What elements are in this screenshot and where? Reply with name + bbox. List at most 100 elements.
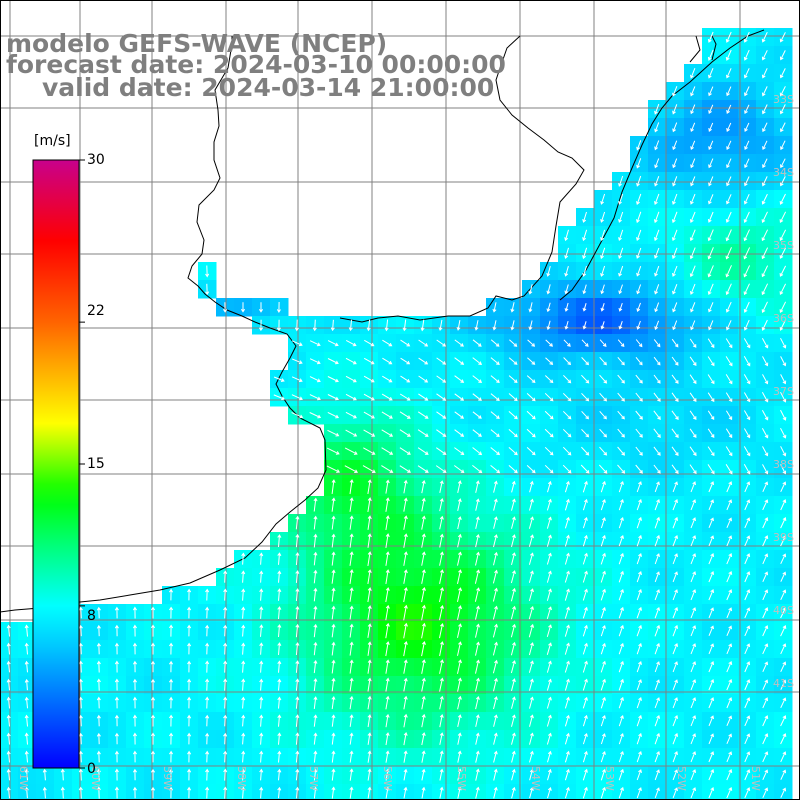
wind-arrow bbox=[439, 551, 444, 566]
wind-arrow bbox=[295, 696, 300, 709]
wind-arrow bbox=[367, 659, 372, 674]
wind-arrow bbox=[546, 696, 552, 709]
wind-arrow bbox=[761, 319, 768, 331]
wind-arrow bbox=[511, 768, 516, 781]
wind-arrow bbox=[439, 768, 444, 781]
wind-arrow bbox=[114, 606, 119, 619]
wind-arrow bbox=[618, 321, 623, 330]
wind-arrow bbox=[291, 412, 304, 419]
wind-arrow bbox=[653, 392, 661, 402]
lon-label: 56W bbox=[381, 766, 394, 791]
wind-arrow bbox=[582, 211, 587, 223]
wind-arrow bbox=[636, 302, 641, 312]
wind-arrow bbox=[636, 481, 642, 493]
wind-arrow bbox=[564, 516, 570, 529]
wind-arrow bbox=[114, 660, 119, 673]
wind-arrow bbox=[475, 605, 480, 620]
wind-arrow bbox=[475, 732, 480, 745]
wind-arrow bbox=[114, 750, 119, 763]
wind-arrow bbox=[439, 786, 444, 799]
wind-arrow bbox=[382, 375, 393, 383]
wind-arrow bbox=[564, 624, 570, 637]
wind-arrow bbox=[421, 695, 426, 710]
wind-arrow bbox=[600, 321, 605, 330]
wind-arrow bbox=[762, 122, 768, 133]
wind-arrow bbox=[403, 569, 408, 584]
wind-arrow bbox=[150, 624, 156, 637]
wind-arrow bbox=[707, 392, 715, 403]
wind-arrow bbox=[528, 623, 535, 638]
colorbar-tick-22: 22 bbox=[87, 303, 105, 319]
wind-arrow bbox=[241, 768, 246, 781]
wind-arrow bbox=[617, 410, 625, 420]
wind-arrow bbox=[762, 769, 769, 781]
wind-arrow bbox=[150, 678, 156, 691]
wind-arrow bbox=[528, 606, 534, 620]
wind-arrow bbox=[600, 786, 606, 799]
wind-arrow bbox=[672, 679, 678, 691]
wind-arrow bbox=[457, 786, 462, 799]
wind-arrow bbox=[132, 606, 138, 619]
wind-arrow bbox=[493, 480, 498, 493]
wind-arrow bbox=[150, 642, 156, 655]
wind-arrow bbox=[78, 624, 83, 637]
wind-arrow bbox=[168, 642, 174, 655]
wind-arrow bbox=[582, 303, 587, 312]
wind-arrow bbox=[114, 732, 119, 745]
wind-arrow bbox=[529, 732, 534, 745]
wind-arrow bbox=[546, 588, 552, 601]
wind-arrow bbox=[345, 339, 357, 347]
wind-arrow bbox=[726, 571, 733, 583]
wind-arrow bbox=[708, 194, 714, 205]
wind-arrow bbox=[168, 606, 174, 619]
wind-arrow bbox=[726, 481, 733, 493]
wind-arrow bbox=[708, 176, 714, 187]
wind-arrow bbox=[780, 517, 787, 529]
wind-arrow bbox=[436, 447, 447, 455]
wind-arrow bbox=[331, 569, 336, 584]
wind-arrow bbox=[309, 376, 321, 383]
wind-arrow bbox=[381, 465, 394, 473]
wind-arrow bbox=[457, 750, 462, 763]
wind-arrow bbox=[385, 515, 390, 530]
wind-arrow bbox=[780, 499, 787, 511]
wind-arrow bbox=[779, 176, 786, 187]
wind-arrow bbox=[671, 428, 679, 438]
wind-arrow bbox=[457, 659, 462, 674]
wind-arrow bbox=[779, 301, 787, 314]
wind-arrow bbox=[761, 338, 769, 349]
wind-arrow bbox=[654, 679, 660, 691]
wind-arrow bbox=[547, 750, 552, 763]
wind-arrow bbox=[690, 679, 697, 691]
wind-arrow bbox=[421, 768, 426, 781]
wind-arrow bbox=[490, 411, 500, 419]
wind-arrow bbox=[672, 697, 678, 709]
wind-arrow bbox=[726, 158, 732, 169]
lon-label: 54W bbox=[529, 766, 542, 791]
wind-arrow bbox=[259, 552, 264, 565]
wind-arrow bbox=[223, 624, 228, 637]
wind-arrow bbox=[367, 732, 372, 745]
wind-arrow bbox=[241, 732, 246, 745]
wind-arrow bbox=[439, 569, 444, 584]
wind-arrow bbox=[457, 677, 462, 692]
wind-arrow bbox=[618, 229, 624, 241]
wind-arrow bbox=[417, 447, 429, 455]
wind-arrow bbox=[6, 750, 11, 763]
wind-arrow bbox=[743, 31, 750, 43]
wind-arrow bbox=[331, 605, 336, 620]
wind-arrow bbox=[654, 481, 660, 493]
wind-arrow bbox=[707, 31, 714, 43]
wind-arrow bbox=[636, 516, 642, 529]
wind-arrow bbox=[349, 750, 354, 763]
wind-arrow bbox=[654, 769, 660, 781]
wind-arrow bbox=[744, 140, 750, 151]
wind-arrow bbox=[672, 193, 678, 205]
wind-arrow bbox=[779, 104, 786, 115]
wind-arrow bbox=[707, 464, 715, 475]
wind-arrow bbox=[780, 122, 786, 133]
wind-arrow bbox=[241, 714, 246, 727]
wind-arrow bbox=[349, 695, 354, 710]
wind-arrow bbox=[385, 569, 390, 584]
wind-arrow bbox=[241, 678, 246, 691]
